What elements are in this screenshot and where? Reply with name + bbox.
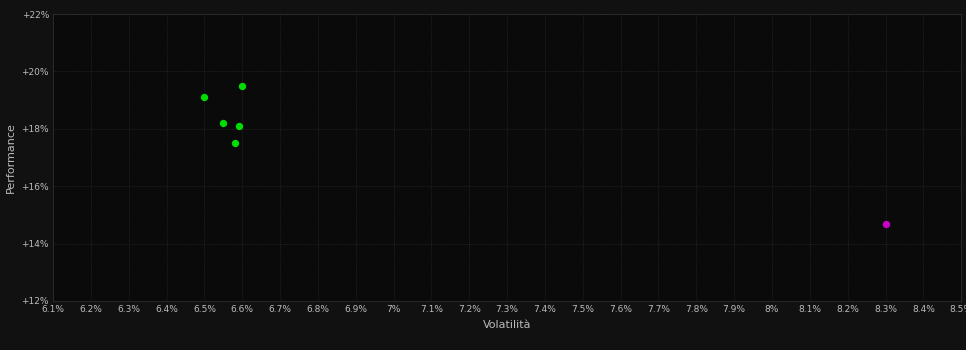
Point	[231, 123, 246, 129]
X-axis label: Volatilità: Volatilità	[483, 320, 531, 330]
Point	[215, 120, 231, 126]
Point	[197, 94, 213, 100]
Point	[235, 83, 250, 89]
Y-axis label: Performance: Performance	[6, 122, 15, 193]
Point	[227, 140, 242, 146]
Point	[878, 221, 894, 226]
